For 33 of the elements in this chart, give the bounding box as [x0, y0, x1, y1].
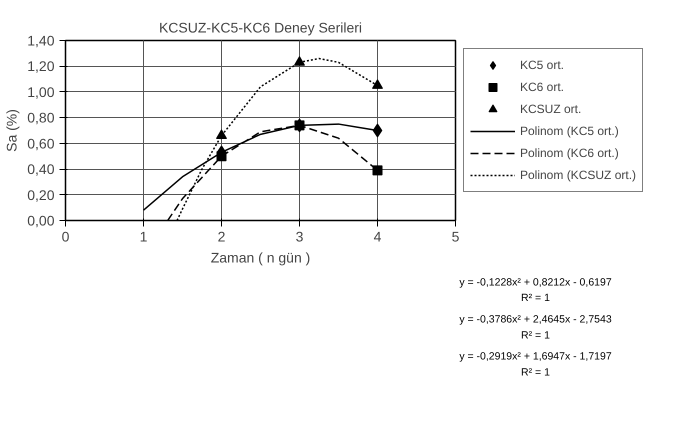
legend-label: Polinom (KCSUZ ort.) — [520, 168, 636, 182]
chart-title: KCSUZ-KC5-KC6 Deney Serileri — [158, 20, 362, 36]
y-tick-label: 0,00 — [27, 212, 55, 228]
x-tick-label: 0 — [62, 228, 70, 244]
y-tick-label: 0,40 — [27, 161, 55, 178]
legend-label: Polinom (KC6 ort.) — [520, 146, 619, 160]
y-tick-label: 0,60 — [27, 135, 55, 152]
y-tick-label: 1,40 — [27, 32, 55, 48]
y-tick-label: 0,80 — [27, 110, 55, 126]
text: y = -0,1228x² + 0,8212x - 0,6197 — [459, 276, 612, 288]
y-tick-label: 1,00 — [27, 84, 55, 100]
text: R² = 1 — [521, 366, 550, 378]
point — [372, 124, 382, 138]
x-axis-title: Zaman ( n gün ) — [210, 250, 310, 266]
x-tick-label: 4 — [374, 228, 382, 244]
y-tick-label: 0,20 — [27, 186, 55, 203]
text: y = -0,2919x² + 1,6947x - 1,7197 — [459, 350, 612, 363]
x-tick-label: 3 — [296, 228, 304, 244]
legend-label: KCSUZ ort. — [520, 102, 582, 116]
point — [216, 129, 227, 140]
x-tick-label: 5 — [452, 228, 460, 244]
text: y = -0,3786x² + 2,4645x - 2,7543 — [459, 314, 612, 326]
x-tick-label: 1 — [140, 228, 148, 244]
legend-label: KC5 ort. — [520, 58, 564, 72]
y-axis-title: Sa (%) — [3, 109, 20, 152]
point — [372, 79, 383, 89]
legend-label: KC6 ort. — [520, 80, 564, 94]
point — [372, 165, 382, 176]
text: R² = 1 — [521, 292, 550, 304]
y-tick-label: 1,20 — [27, 58, 55, 74]
legend-label: Polinom (KC5 ort.) — [520, 124, 619, 138]
text: R² = 1 — [521, 329, 550, 342]
x-tick-label: 2 — [218, 228, 226, 244]
